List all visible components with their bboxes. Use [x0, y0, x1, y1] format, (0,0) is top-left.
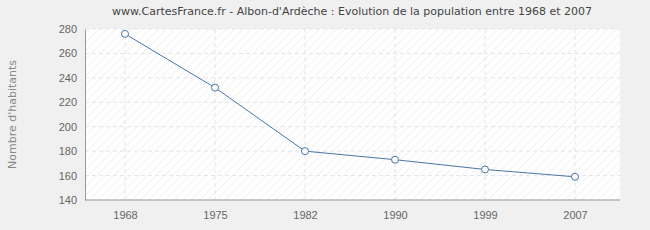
background: [0, 0, 650, 230]
point: [392, 156, 399, 163]
x-tick-label: 2007: [563, 209, 587, 221]
y-axis-title: Nombre d'habitants: [6, 60, 19, 169]
grid-line: [85, 126, 620, 127]
y-tick-label: 200: [59, 121, 77, 133]
grid-line: [85, 151, 620, 152]
chart: 140 160 180 200 220 240 260 280 1968 1975 1982 1990…: [0, 0, 650, 230]
y-tick: 140: [59, 194, 85, 206]
x-tick: 1990: [383, 200, 407, 221]
grid-line: [85, 29, 620, 30]
grid-line: [85, 53, 620, 54]
title: www.CartesFrance.fr - Albon-d'Ardèche : …: [112, 5, 592, 18]
y-tick-label: 160: [59, 170, 77, 182]
x-tick-label: 1982: [293, 209, 317, 221]
grid-line: [85, 175, 620, 176]
x-tick-label: 1975: [203, 209, 227, 221]
x-tick-label: 1990: [383, 209, 407, 221]
y-tick: 280: [59, 23, 85, 35]
y-tick-label: 220: [59, 96, 77, 108]
grid-line: [85, 200, 620, 201]
y-tick: 180: [59, 145, 85, 157]
series: [122, 30, 579, 180]
y-tick: 240: [59, 72, 85, 84]
point: [572, 173, 579, 180]
y-tick-label: 240: [59, 72, 77, 84]
y-tick: 220: [59, 96, 85, 108]
line: [125, 34, 575, 177]
y-tick-label: 140: [59, 194, 77, 206]
y-tick-label: 260: [59, 47, 77, 59]
grid: [85, 29, 620, 200]
x-tick: 1968: [113, 200, 137, 221]
y-tick: 200: [59, 121, 85, 133]
point: [212, 84, 219, 91]
x-tick-label: 1968: [113, 209, 137, 221]
point: [122, 30, 129, 37]
y-tick-label: 280: [59, 23, 77, 35]
y-tick: 160: [59, 170, 85, 182]
point: [302, 148, 309, 155]
y-axis-line: [85, 30, 86, 201]
y-tick-label: 180: [59, 145, 77, 157]
plot-area: [85, 29, 620, 200]
y-tick: 260: [59, 47, 85, 59]
grid-line: [395, 29, 396, 200]
x-tick: 2007: [563, 200, 587, 221]
x-tick-label: 1999: [473, 209, 497, 221]
grid-line: [305, 29, 306, 200]
grid-line: [215, 29, 216, 200]
x-tick: 1982: [293, 200, 317, 221]
grid-line: [85, 77, 620, 78]
x-tick: 1999: [473, 200, 497, 221]
x-axis: 1968 1975 1982 1990 1999 2007: [85, 200, 620, 221]
grid-line: [125, 29, 126, 200]
grid-line: [485, 29, 486, 200]
grid-line: [85, 102, 620, 103]
x-tick: 1975: [203, 200, 227, 221]
y-axis: 140 160 180 200 220 240 260 280: [59, 23, 86, 206]
x-axis-line: [85, 200, 620, 201]
point: [482, 166, 489, 173]
